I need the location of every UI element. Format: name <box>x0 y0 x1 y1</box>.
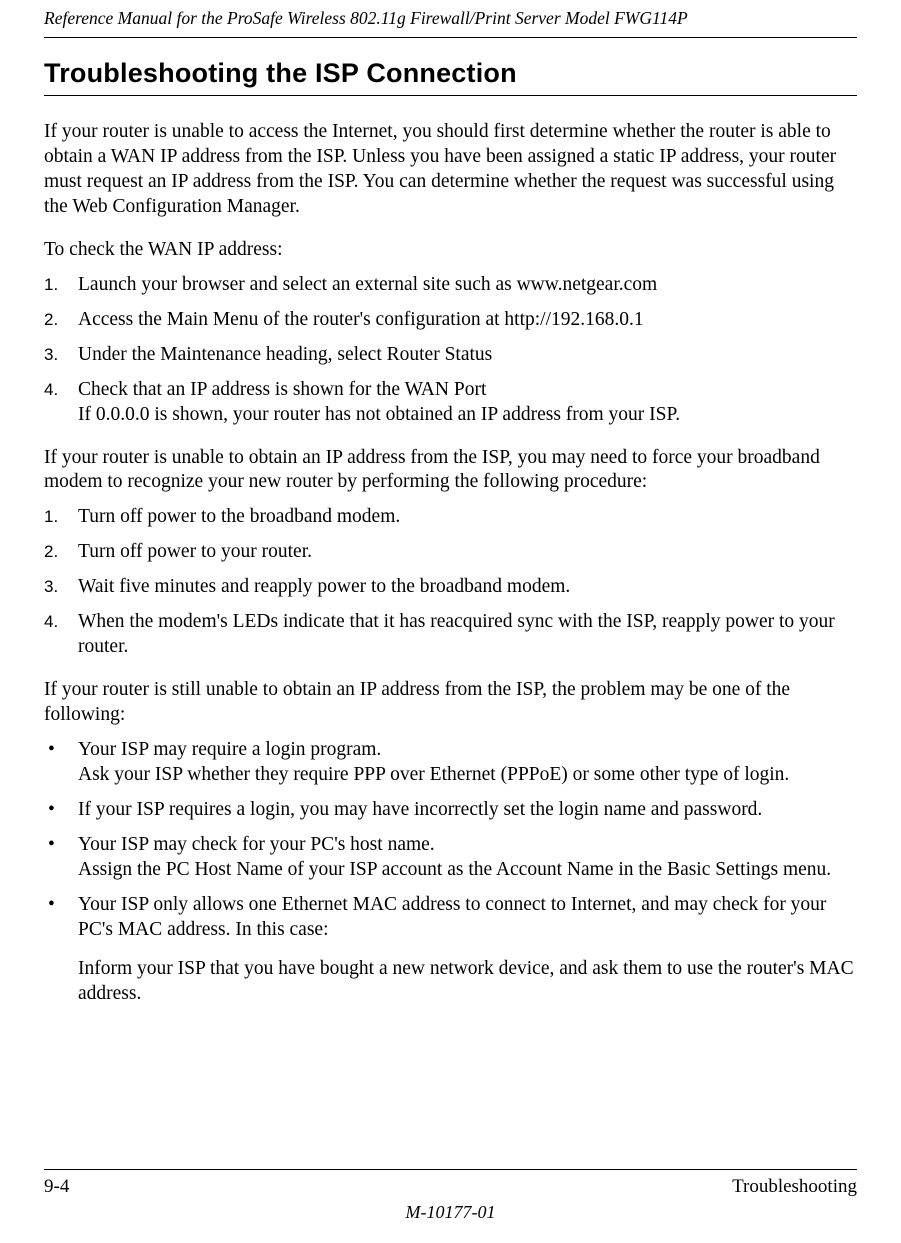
step-text: Check that an IP address is shown for th… <box>78 378 857 403</box>
intro-paragraph: If your router is unable to access the I… <box>44 120 857 220</box>
footer-doc-id: M-10177-01 <box>44 1202 857 1223</box>
bullet-item: Your ISP may require a login program. As… <box>44 738 857 788</box>
bullet-item: Your ISP only allows one Ethernet MAC ad… <box>44 893 857 943</box>
header-rule-top <box>44 37 857 38</box>
step-item: Access the Main Menu of the router's con… <box>44 308 857 333</box>
footer-page-number: 9-4 <box>44 1176 69 1198</box>
page-footer: 9-4 Troubleshooting M-10177-01 <box>44 1169 857 1223</box>
bullet-item: If your ISP requires a login, you may ha… <box>44 798 857 823</box>
bullet-sub-paragraph: Inform your ISP that you have bought a n… <box>44 957 857 1007</box>
step-item: Under the Maintenance heading, select Ro… <box>44 343 857 368</box>
check-wan-label: To check the WAN IP address: <box>44 238 857 263</box>
step-item: Launch your browser and select an extern… <box>44 273 857 298</box>
step-item: Wait five minutes and reapply power to t… <box>44 575 857 600</box>
step-item: When the modem's LEDs indicate that it h… <box>44 610 857 660</box>
footer-section-name: Troubleshooting <box>732 1176 857 1198</box>
steps-force-modem: Turn off power to the broadband modem. T… <box>44 505 857 660</box>
bullet-text: Assign the PC Host Name of your ISP acco… <box>78 858 857 883</box>
footer-rule <box>44 1169 857 1170</box>
bullet-text: Your ISP may check for your PC's host na… <box>78 833 857 858</box>
page: Reference Manual for the ProSafe Wireles… <box>0 0 901 1243</box>
step-item: Turn off power to your router. <box>44 540 857 565</box>
bullet-item: Your ISP may check for your PC's host na… <box>44 833 857 883</box>
possible-problems-list: Your ISP may require a login program. As… <box>44 738 857 943</box>
step-item: Check that an IP address is shown for th… <box>44 378 857 428</box>
steps-check-wan: Launch your browser and select an extern… <box>44 273 857 428</box>
section-heading: Troubleshooting the ISP Connection <box>44 58 857 89</box>
step-text: If 0.0.0.0 is shown, your router has not… <box>78 403 857 428</box>
step-item: Turn off power to the broadband modem. <box>44 505 857 530</box>
force-modem-paragraph: If your router is unable to obtain an IP… <box>44 446 857 496</box>
still-unable-paragraph: If your router is still unable to obtain… <box>44 678 857 728</box>
bullet-text: Your ISP may require a login program. <box>78 738 857 763</box>
heading-underline <box>44 95 857 96</box>
running-header: Reference Manual for the ProSafe Wireles… <box>44 0 857 37</box>
bullet-text: Ask your ISP whether they require PPP ov… <box>78 763 857 788</box>
